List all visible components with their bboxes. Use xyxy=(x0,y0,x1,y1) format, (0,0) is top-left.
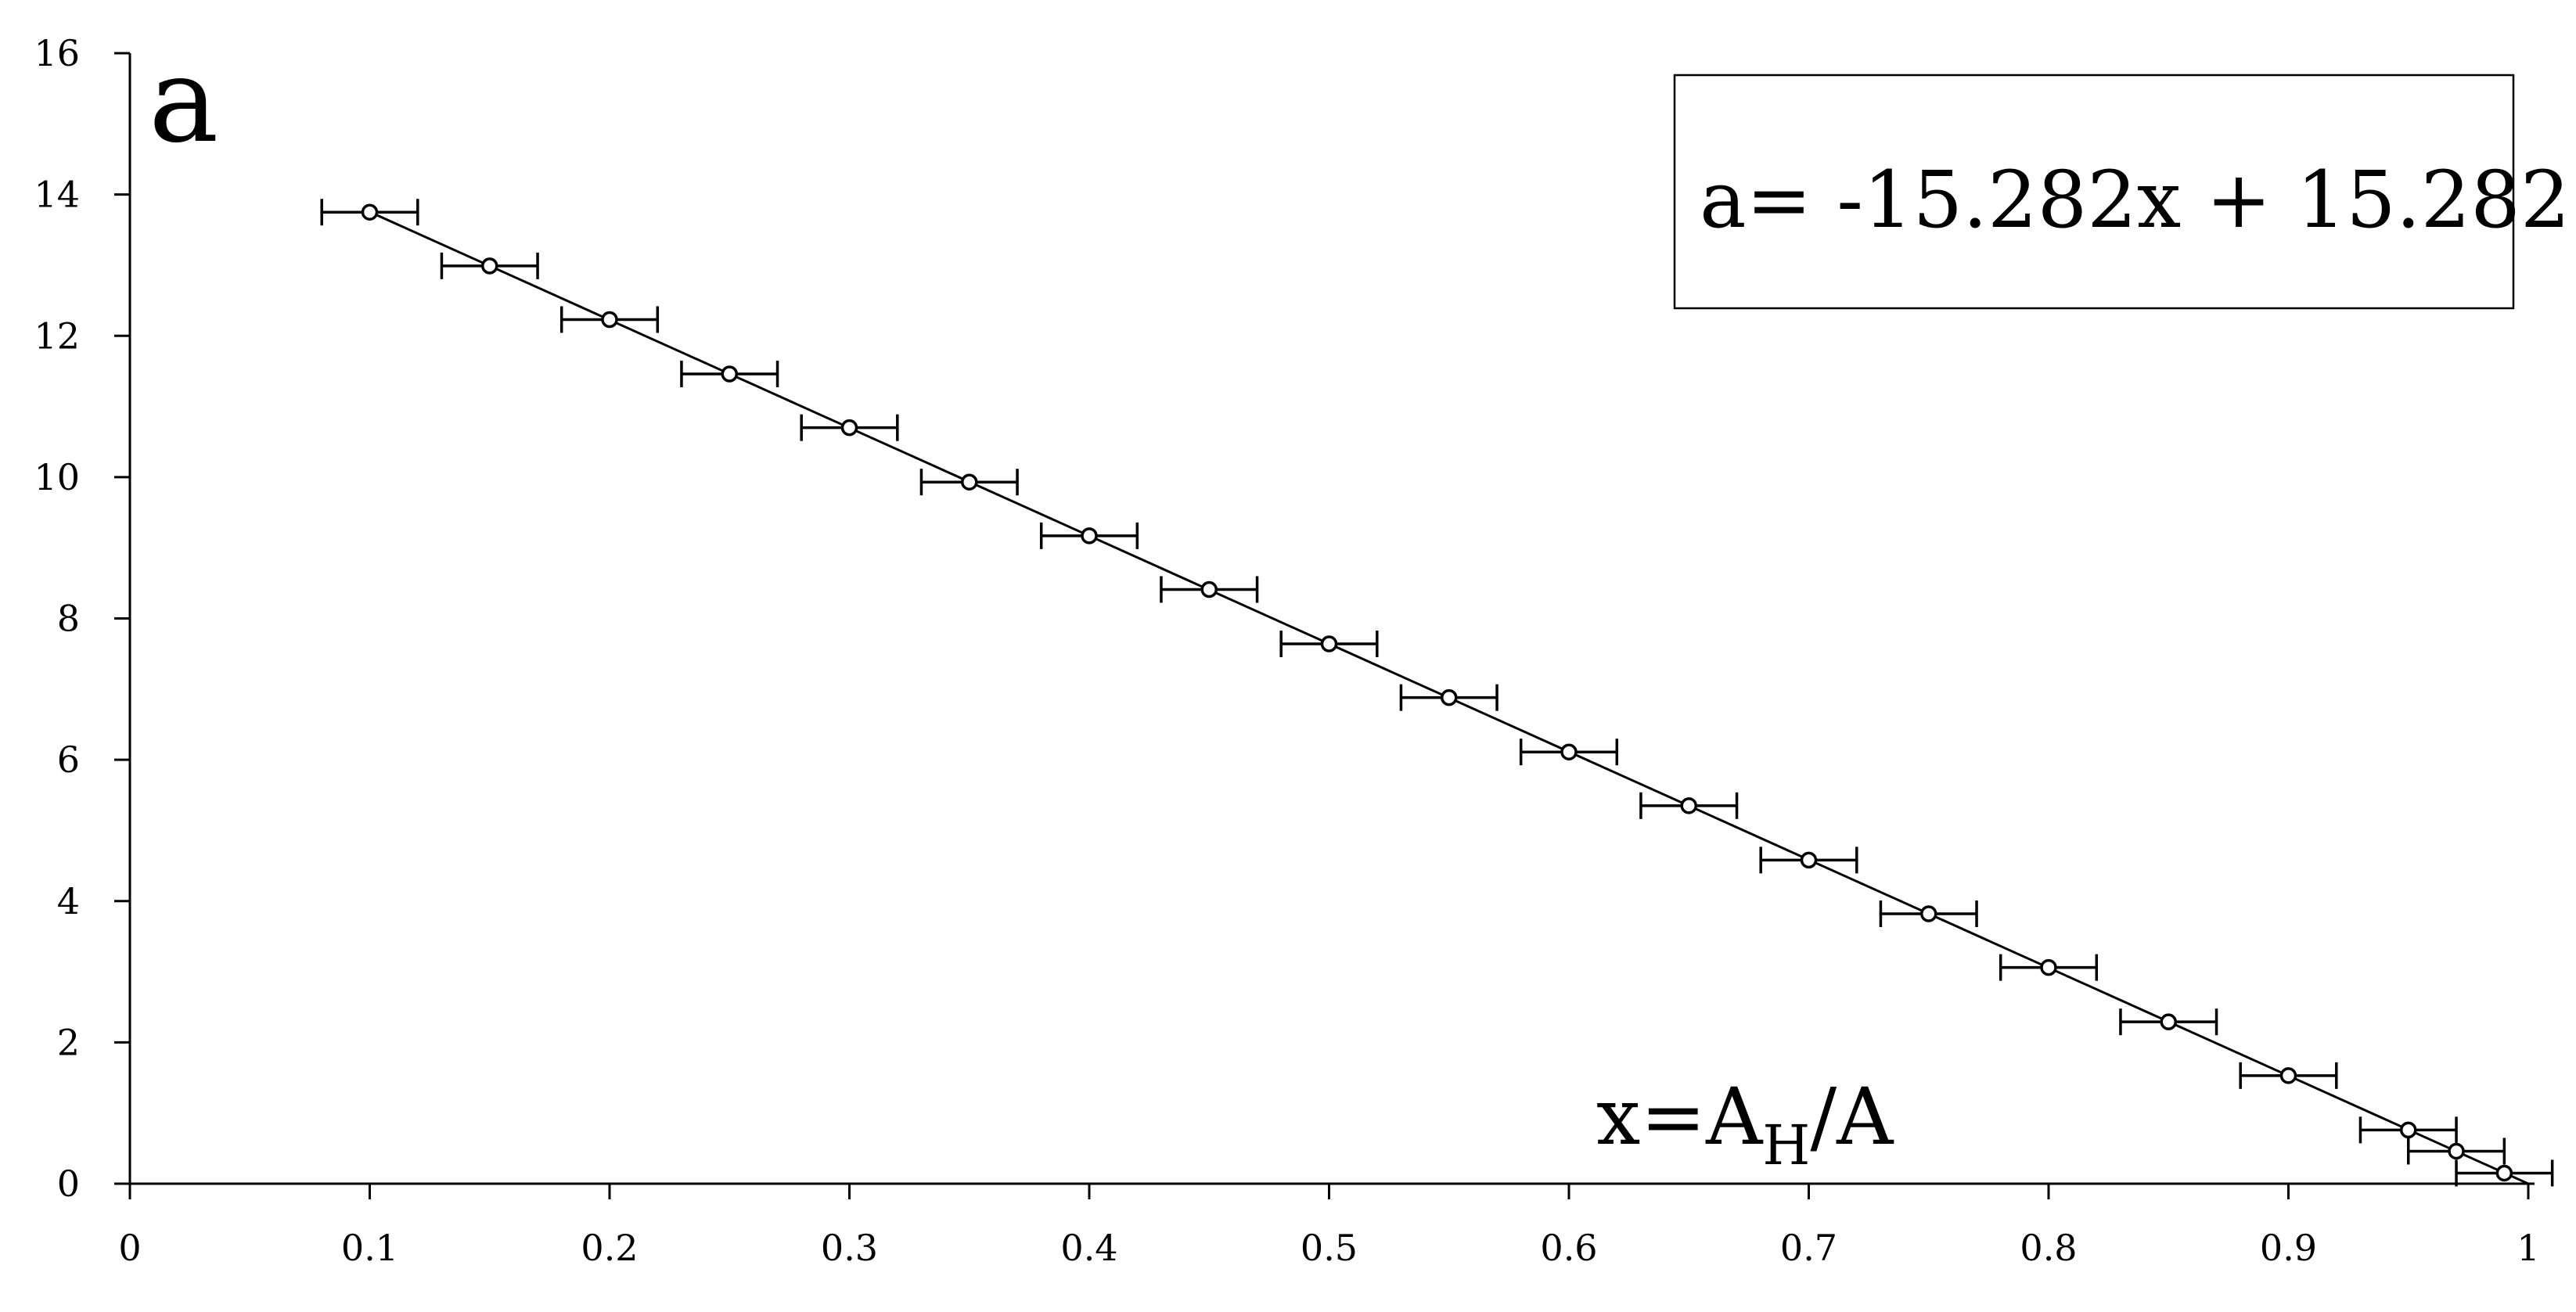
data-point xyxy=(481,257,498,275)
x-tick-label: 0.9 xyxy=(2260,1227,2317,1269)
x-axis-label-tail: /A xyxy=(1810,1071,1894,1163)
y-tick-label: 8 xyxy=(57,598,80,640)
y-tick-label: 10 xyxy=(34,456,80,498)
data-point xyxy=(601,311,618,329)
y-tick-label: 4 xyxy=(57,880,80,922)
data-point xyxy=(1081,527,1098,545)
data-point xyxy=(2448,1142,2465,1160)
x-tick-label: 0.1 xyxy=(341,1227,398,1269)
data-point xyxy=(1200,581,1218,598)
data-point xyxy=(1560,743,1578,760)
x-tick-label: 0.5 xyxy=(1301,1227,1358,1269)
x-tick-label: 1 xyxy=(2517,1227,2539,1269)
x-tick-label: 0.3 xyxy=(821,1227,878,1269)
tick-marks xyxy=(114,52,2530,1199)
equation-box xyxy=(1673,74,2515,310)
equation-label: a= -15.282x + 15.282 xyxy=(1700,154,2571,246)
data-point xyxy=(2400,1121,2417,1139)
y-tick-label: 16 xyxy=(34,32,80,74)
data-point xyxy=(1800,851,1818,869)
y-tick-label: 14 xyxy=(34,174,80,216)
x-tick-label: 0.4 xyxy=(1060,1227,1117,1269)
panel-label: a xyxy=(149,33,218,169)
x-axis-label-subscript: H xyxy=(1762,1113,1810,1177)
x-tick-label: 0.6 xyxy=(1540,1227,1597,1269)
x-tick-label: 0.7 xyxy=(1780,1227,1837,1269)
x-tick-label: 0 xyxy=(118,1227,141,1269)
data-point xyxy=(2495,1164,2513,1182)
x-tick-label: 0.8 xyxy=(2020,1227,2077,1269)
data-point xyxy=(2040,958,2057,976)
data-point xyxy=(840,419,858,437)
data-point xyxy=(1441,688,1458,706)
x-tick-label: 0.2 xyxy=(581,1227,638,1269)
data-points xyxy=(320,199,2554,1187)
y-tick-label: 2 xyxy=(57,1021,80,1063)
y-tick-label: 6 xyxy=(57,739,80,781)
y-tick-label: 12 xyxy=(34,315,80,357)
data-point xyxy=(1920,905,1937,922)
y-tick-label: 0 xyxy=(57,1163,80,1205)
data-point xyxy=(2160,1013,2177,1030)
data-point xyxy=(2279,1067,2297,1084)
data-point xyxy=(1320,635,1338,652)
x-axis-label: x=AH/A xyxy=(1596,1071,1894,1177)
data-point xyxy=(361,203,379,221)
tick-labels: 0 0.1 0.2 0.3 0.4 0.5 0.6 0.7 0.8 0.9 102468101214… xyxy=(34,32,2539,1269)
data-point xyxy=(721,365,738,383)
data-point xyxy=(1680,797,1697,814)
x-axis-label-main: x=A xyxy=(1596,1071,1764,1163)
data-point xyxy=(961,473,978,491)
